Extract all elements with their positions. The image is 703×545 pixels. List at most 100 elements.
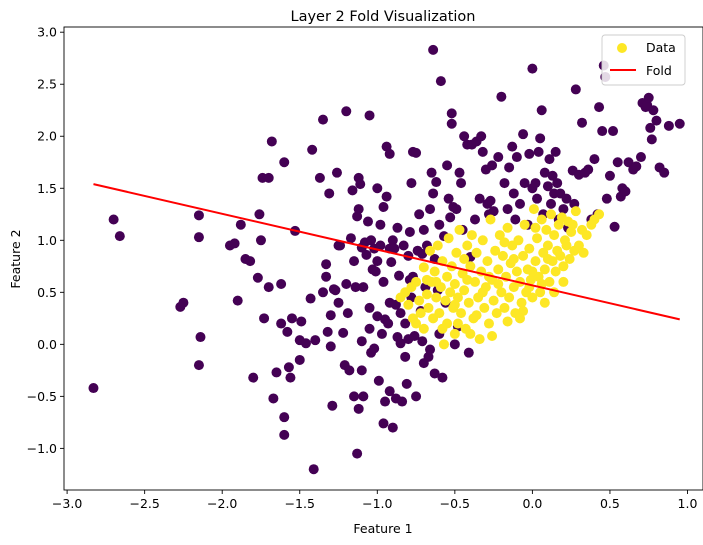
data-point-class1 bbox=[546, 209, 556, 220]
data-point-class1 bbox=[494, 230, 505, 241]
data-point-class1 bbox=[432, 240, 443, 251]
data-point-class0 bbox=[485, 195, 496, 206]
data-point-class0 bbox=[380, 396, 391, 407]
data-point-class0 bbox=[519, 178, 530, 189]
y-axis-label: Feature 2 bbox=[8, 229, 23, 288]
data-point-class0 bbox=[646, 134, 657, 145]
data-point-class1 bbox=[491, 308, 502, 319]
data-point-class0 bbox=[392, 222, 403, 233]
data-point-class0 bbox=[248, 372, 259, 383]
data-point-class1 bbox=[527, 266, 538, 277]
data-point-class0 bbox=[310, 335, 321, 346]
data-point-class1 bbox=[477, 235, 488, 246]
y-tick-label: 2.0 bbox=[37, 129, 57, 144]
data-point-class0 bbox=[530, 178, 541, 189]
data-point-class0 bbox=[390, 299, 401, 310]
legend-label-fold: Fold bbox=[646, 63, 672, 78]
data-point-class1 bbox=[418, 262, 429, 273]
data-point-class0 bbox=[364, 323, 375, 334]
data-point-class1 bbox=[411, 318, 422, 329]
data-point-class0 bbox=[435, 76, 446, 87]
data-point-class0 bbox=[409, 331, 420, 342]
data-point-class0 bbox=[375, 240, 386, 251]
data-point-class1 bbox=[508, 254, 519, 265]
data-point-class0 bbox=[425, 344, 436, 355]
data-point-class1 bbox=[434, 308, 445, 319]
data-point-class0 bbox=[406, 178, 417, 189]
data-point-class0 bbox=[502, 204, 513, 215]
data-point-class1 bbox=[471, 310, 482, 321]
data-point-class1 bbox=[550, 266, 561, 277]
data-point-class0 bbox=[527, 63, 538, 74]
data-point-class0 bbox=[524, 148, 535, 159]
data-point-class0 bbox=[344, 365, 355, 376]
data-point-class0 bbox=[648, 105, 659, 116]
data-point-class0 bbox=[378, 418, 389, 429]
data-point-class0 bbox=[550, 146, 561, 157]
data-point-class0 bbox=[193, 210, 204, 221]
data-point-class0 bbox=[418, 224, 429, 235]
data-point-class1 bbox=[530, 256, 541, 267]
data-point-class0 bbox=[193, 360, 204, 371]
data-point-class1 bbox=[502, 222, 513, 233]
data-point-class1 bbox=[479, 302, 490, 313]
data-point-class0 bbox=[376, 328, 387, 339]
data-point-class0 bbox=[451, 204, 462, 215]
data-point-class0 bbox=[443, 193, 454, 204]
data-point-class1 bbox=[581, 230, 592, 241]
data-point-class1 bbox=[511, 266, 522, 277]
data-point-class0 bbox=[493, 152, 504, 163]
fold-line bbox=[93, 183, 680, 321]
y-tick-label: 2.5 bbox=[37, 77, 57, 92]
data-point-class0 bbox=[428, 44, 439, 55]
data-point-class0 bbox=[535, 133, 546, 144]
data-point-class0 bbox=[345, 233, 356, 244]
data-point-class1 bbox=[415, 308, 426, 319]
data-point-class0 bbox=[294, 354, 305, 365]
data-point-class0 bbox=[645, 122, 656, 133]
data-point-class0 bbox=[604, 170, 615, 181]
data-point-class1 bbox=[573, 240, 584, 251]
data-point-class0 bbox=[434, 219, 445, 230]
data-point-class1 bbox=[570, 206, 581, 217]
data-point-class0 bbox=[536, 105, 547, 116]
data-point-class1 bbox=[411, 276, 422, 287]
data-point-class0 bbox=[437, 372, 448, 383]
data-point-class0 bbox=[263, 172, 274, 183]
data-point-class0 bbox=[375, 219, 386, 230]
data-point-class0 bbox=[353, 403, 364, 414]
data-point-class0 bbox=[389, 243, 400, 254]
data-point-class0 bbox=[114, 231, 125, 242]
data-point-class0 bbox=[496, 91, 507, 102]
data-point-class1 bbox=[519, 219, 530, 230]
data-point-class1 bbox=[474, 334, 485, 345]
data-point-class0 bbox=[463, 347, 474, 358]
data-point-class0 bbox=[387, 422, 398, 433]
data-point-class1 bbox=[403, 299, 414, 310]
axis-ticks: −3.0 −2.5 −2.0 −1.5 −1.0 −0.5 0.0 0.5 1.0 −1.0 −0.… bbox=[27, 25, 698, 511]
data-point-class1 bbox=[462, 240, 473, 251]
data-point-class1 bbox=[516, 297, 527, 308]
data-point-class0 bbox=[507, 141, 518, 152]
data-point-class0 bbox=[488, 206, 499, 217]
data-point-class0 bbox=[235, 219, 246, 230]
data-point-class0 bbox=[263, 282, 274, 293]
data-point-class1 bbox=[471, 247, 482, 258]
data-point-class0 bbox=[449, 339, 460, 350]
data-point-class0 bbox=[314, 172, 325, 183]
y-tick-label: 3.0 bbox=[37, 25, 57, 40]
data-point-class1 bbox=[440, 295, 451, 306]
data-point-class0 bbox=[372, 311, 383, 322]
data-point-class0 bbox=[431, 177, 442, 188]
y-tick-label: 1.0 bbox=[37, 233, 57, 248]
y-tick-label: −1.0 bbox=[27, 441, 57, 456]
data-point-class1 bbox=[504, 292, 515, 303]
data-point-class0 bbox=[546, 198, 556, 209]
data-point-class0 bbox=[384, 148, 395, 159]
data-point-class0 bbox=[283, 362, 294, 373]
data-point-class0 bbox=[504, 162, 515, 173]
data-point-class0 bbox=[514, 198, 525, 209]
data-point-class1 bbox=[541, 224, 552, 235]
data-point-class0 bbox=[361, 249, 372, 260]
data-point-class0 bbox=[643, 92, 654, 103]
